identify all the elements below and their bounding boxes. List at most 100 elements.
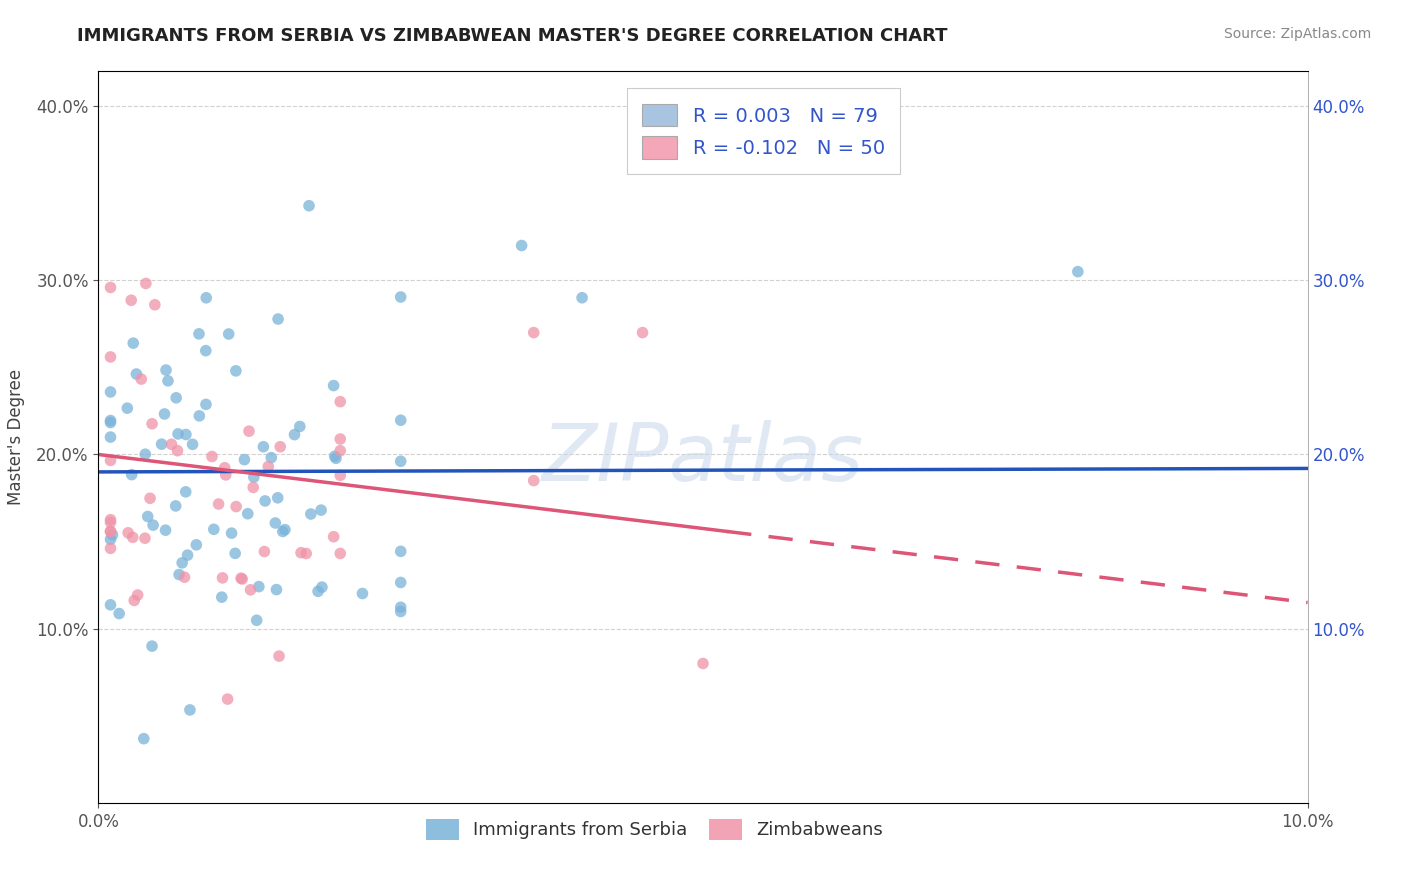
Point: [389, 290, 412, 304]
Point: [125, 367, 148, 381]
Point: [134, 531, 156, 545]
Point: [143, 298, 166, 312]
Point: [100, 516, 122, 530]
Point: [195, 291, 218, 305]
Point: [165, 391, 187, 405]
Point: [156, 374, 179, 388]
Point: [246, 613, 269, 627]
Point: [283, 427, 305, 442]
Point: [260, 450, 283, 465]
Point: [100, 541, 122, 556]
Point: [129, 372, 152, 386]
Point: [135, 277, 157, 291]
Point: [322, 378, 344, 392]
Point: [325, 451, 347, 466]
Point: [252, 440, 274, 454]
Point: [389, 413, 412, 427]
Point: [121, 530, 143, 544]
Point: [100, 430, 122, 444]
Point: [225, 364, 247, 378]
Point: [174, 484, 197, 499]
Point: [510, 238, 533, 252]
Point: [101, 528, 124, 542]
Point: [389, 605, 412, 619]
Text: Source: ZipAtlas.com: Source: ZipAtlas.com: [1223, 27, 1371, 41]
Point: [121, 467, 143, 482]
Text: IMMIGRANTS FROM SERBIA VS ZIMBABWEAN MASTER'S DEGREE CORRELATION CHART: IMMIGRANTS FROM SERBIA VS ZIMBABWEAN MAS…: [77, 27, 948, 45]
Point: [253, 544, 276, 558]
Point: [100, 533, 122, 547]
Point: [692, 657, 714, 671]
Point: [329, 432, 352, 446]
Point: [311, 580, 333, 594]
Point: [153, 407, 176, 421]
Point: [239, 582, 262, 597]
Point: [243, 470, 266, 484]
Text: ZIPatlas: ZIPatlas: [541, 420, 865, 498]
Point: [233, 452, 256, 467]
Point: [288, 419, 311, 434]
Point: [100, 350, 122, 364]
Point: [269, 440, 291, 454]
Point: [141, 639, 163, 653]
Point: [267, 491, 290, 505]
Point: [201, 450, 224, 464]
Point: [155, 363, 177, 377]
Point: [322, 530, 344, 544]
Point: [229, 571, 252, 585]
Point: [631, 326, 654, 340]
Point: [295, 547, 318, 561]
Point: [257, 459, 280, 474]
Point: [176, 548, 198, 562]
Point: [274, 523, 297, 537]
Point: [247, 580, 270, 594]
Point: [523, 474, 546, 488]
Point: [264, 516, 287, 530]
Point: [211, 590, 233, 604]
Point: [1067, 265, 1090, 279]
Point: [120, 293, 142, 308]
Point: [117, 401, 139, 416]
Point: [207, 497, 229, 511]
Point: [267, 312, 290, 326]
Point: [309, 503, 332, 517]
Point: [179, 703, 201, 717]
Point: [181, 437, 204, 451]
Point: [132, 731, 155, 746]
Point: [172, 556, 194, 570]
Point: [100, 453, 122, 467]
Point: [139, 491, 162, 506]
Point: [329, 468, 352, 483]
Point: [117, 525, 139, 540]
Point: [329, 546, 352, 560]
Legend: Immigrants from Serbia, Zimbabweans: Immigrants from Serbia, Zimbabweans: [418, 810, 891, 848]
Point: [127, 588, 149, 602]
Point: [108, 607, 131, 621]
Point: [217, 692, 239, 706]
Point: [194, 343, 217, 358]
Point: [134, 447, 156, 461]
Point: [290, 546, 312, 560]
Point: [100, 598, 122, 612]
Point: [100, 513, 122, 527]
Point: [167, 567, 190, 582]
Point: [266, 582, 288, 597]
Point: [236, 507, 259, 521]
Y-axis label: Master's Degree: Master's Degree: [7, 369, 25, 505]
Point: [389, 600, 412, 615]
Point: [389, 575, 412, 590]
Point: [160, 437, 183, 451]
Point: [188, 409, 211, 423]
Point: [173, 570, 195, 584]
Point: [523, 326, 546, 340]
Point: [188, 326, 211, 341]
Point: [122, 593, 145, 607]
Point: [224, 546, 246, 560]
Point: [100, 416, 122, 430]
Point: [100, 524, 122, 538]
Point: [167, 426, 190, 441]
Point: [174, 427, 197, 442]
Point: [100, 524, 122, 539]
Point: [214, 460, 236, 475]
Point: [307, 584, 329, 599]
